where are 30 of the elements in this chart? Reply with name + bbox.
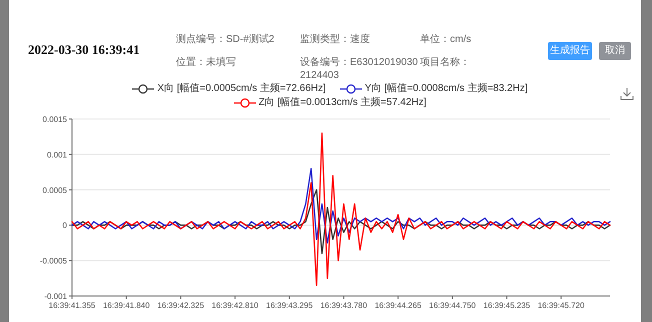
text: 项目名称： xyxy=(420,56,471,69)
y-tick-label: 0.0015 xyxy=(42,115,68,124)
text: 位置：未填写 xyxy=(176,56,237,69)
x-tick-label: 16:39:45.720 xyxy=(538,301,585,310)
x-tick-label: 16:39:43.295 xyxy=(266,301,314,310)
text: 测点编号：SD-#测试2 xyxy=(176,33,276,46)
x-tick-label: 16:39:43.780 xyxy=(320,301,368,310)
y-tick-label: -0.0005 xyxy=(40,256,68,266)
legend-label: Z向 [幅值=0.0013cm/s 主频=57.42Hz] xyxy=(258,96,426,110)
text: 生成报告 xyxy=(548,42,592,60)
x-tick-label: 16:39:41.355 xyxy=(48,301,96,310)
text: 取消 xyxy=(599,42,631,60)
x-tick-label: 16:39:42.325 xyxy=(157,301,205,310)
x-tick-label: 16:39:42.810 xyxy=(212,301,259,310)
line-series xyxy=(71,132,611,286)
legend-label: Y向 [幅值=0.0008cm/s 主频=83.2Hz] xyxy=(364,82,528,96)
x-tick-label: 16:39:45.235 xyxy=(483,301,531,310)
text: 监测类型：速度 xyxy=(300,33,371,46)
y-tick-label: 0.001 xyxy=(46,150,68,160)
x-tick-label: 16:39:41.840 xyxy=(102,301,150,310)
text: 单位：cm/s xyxy=(420,33,472,46)
y-tick-label: -0.001 xyxy=(44,292,68,301)
y-tick-label: 0 xyxy=(62,221,68,230)
line-series xyxy=(71,168,611,244)
chart-title: 2022-03-30 16:39:41 xyxy=(28,42,140,58)
x-tick-label: 16:39:44.750 xyxy=(429,301,476,310)
text: 设备编号：E630120190302124403 xyxy=(300,56,418,82)
legend-label: X向 [幅值=0.0005cm/s 主频=72.66Hz] xyxy=(157,82,326,96)
y-tick-label: 0.0005 xyxy=(42,186,68,195)
x-tick-label: 16:39:44.265 xyxy=(374,301,422,310)
